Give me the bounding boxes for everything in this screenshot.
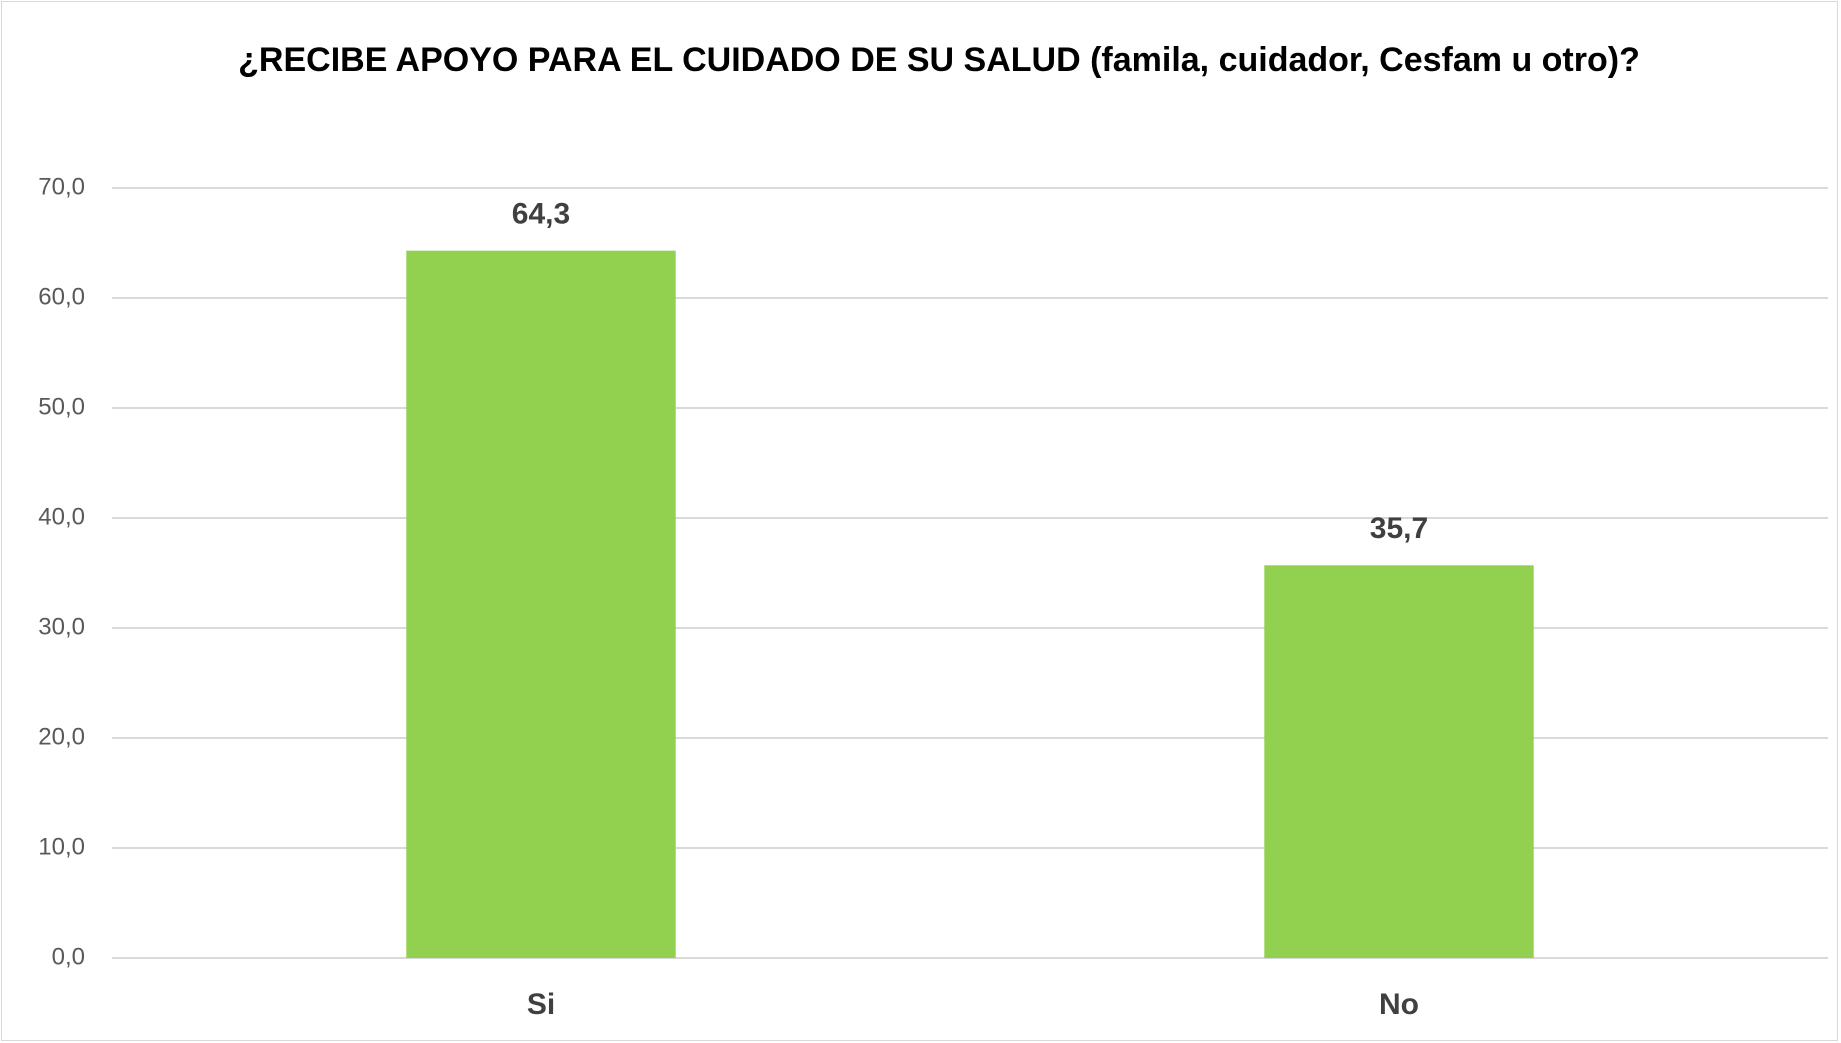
y-tick-label: 70,0 [38,173,85,200]
y-tick-label: 30,0 [38,613,85,640]
y-tick-label: 10,0 [38,833,85,860]
y-tick-label: 20,0 [38,723,85,750]
bar [1264,565,1534,958]
y-tick-label: 60,0 [38,283,85,310]
data-label: 64,3 [512,198,570,231]
data-label: 35,7 [1370,512,1428,545]
x-tick-label: No [1379,988,1419,1021]
bar [406,250,676,958]
y-tick-label: 50,0 [38,393,85,420]
y-tick-label: 0,0 [52,943,85,970]
chart-title: ¿RECIBE APOYO PARA EL CUIDADO DE SU SALU… [238,41,1640,79]
y-tick-label: 40,0 [38,503,85,530]
x-tick-label: Si [527,988,555,1021]
